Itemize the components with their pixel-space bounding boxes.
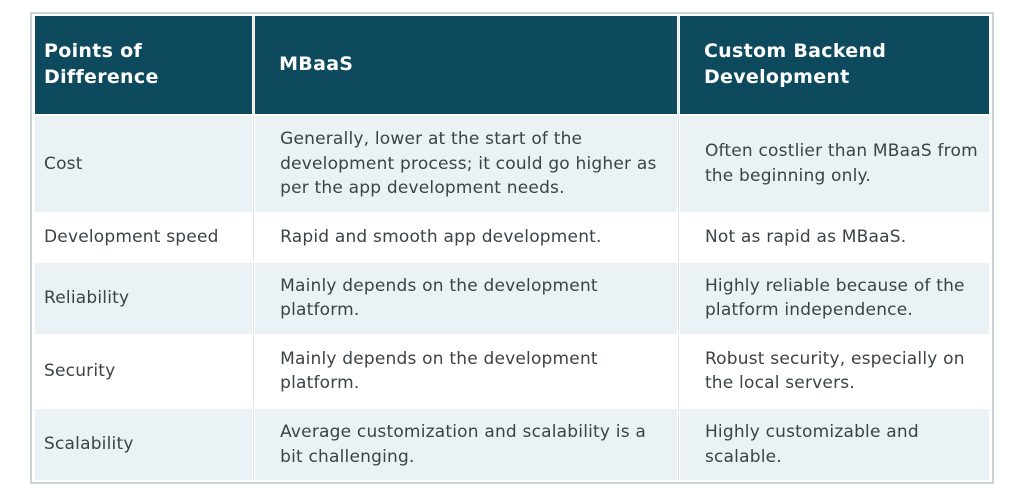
row-label-cell: Security (35, 335, 255, 408)
comparison-table: Points of Difference MBaaS Custom Backen… (30, 12, 994, 485)
table-body: Cost Generally, lower at the start of the… (35, 116, 989, 481)
mbaas-cell: Mainly depends on the development platfo… (255, 335, 679, 408)
table-row: Development speed Rapid and smooth app de… (35, 213, 989, 261)
col-header-points-of-difference: Points of Difference (35, 16, 255, 114)
table-row: Reliability Mainly depends on the develop… (35, 262, 989, 335)
col-header-custom-backend-development: Custom Backend Development (679, 16, 989, 114)
custom-backend-cell: Highly reliable because of the platform … (679, 262, 989, 334)
col-header-mbaas-label: MBaaS (279, 53, 354, 76)
col-header-mbaas: MBaaS (255, 16, 679, 114)
mbaas-cell: Mainly depends on the development platfo… (255, 262, 679, 335)
header-row: Points of Difference MBaaS Custom Backen… (35, 16, 989, 114)
custom-backend-cell: Highly customizable and scalable. (679, 409, 989, 481)
mbaas-cell: Average customization and scalability is… (255, 409, 679, 481)
col-header-custom-backend-development-label: Custom Backend Development (703, 40, 887, 88)
custom-backend-cell: Not as rapid as MBaaS. (679, 213, 989, 261)
row-label-cell: Cost (35, 116, 255, 212)
col-header-points-of-difference-label: Points of Difference (44, 40, 159, 88)
mbaas-cell: Rapid and smooth app development. (255, 213, 679, 261)
custom-backend-cell: Often costlier than MBaaS from the begin… (679, 116, 989, 212)
table-row: Scalability Average customization and sca… (35, 409, 989, 481)
row-label-cell: Reliability (35, 262, 255, 335)
table-row: Security Mainly depends on the developmen… (35, 335, 989, 408)
table-row: Cost Generally, lower at the start of the… (35, 116, 989, 212)
mbaas-cell: Generally, lower at the start of the dev… (255, 116, 679, 212)
row-label-cell: Scalability (35, 409, 255, 481)
custom-backend-cell: Robust security, especially on the local… (679, 335, 989, 408)
row-label-cell: Development speed (35, 213, 255, 261)
